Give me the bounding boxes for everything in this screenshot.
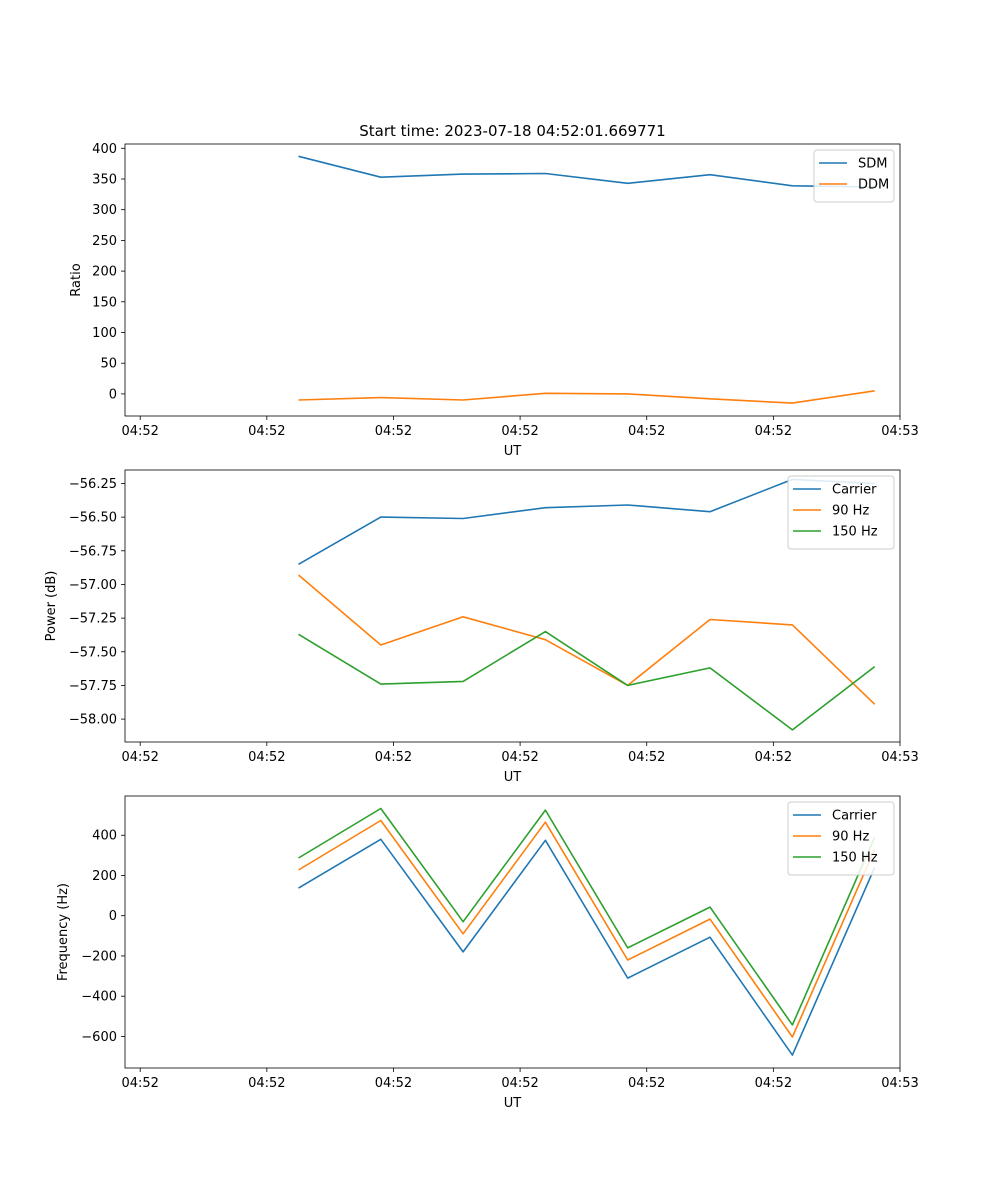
x-tick-label: 04:52 bbox=[375, 750, 412, 765]
x-tick-label: 04:52 bbox=[121, 1076, 158, 1091]
x-tick-label: 04:52 bbox=[755, 750, 792, 765]
y-tick-label: −56.75 bbox=[69, 544, 117, 559]
y-tick-label: −57.50 bbox=[69, 645, 117, 660]
x-tick-label: 04:52 bbox=[501, 424, 538, 439]
y-tick-label: −58.00 bbox=[69, 713, 117, 728]
chart-panel-3: 04:52 04:52 04:52 04:52 04:52 04:52 04:53 UT −60… bbox=[56, 795, 919, 1111]
axes-frame bbox=[124, 795, 901, 1069]
y-tick-label: 350 bbox=[92, 172, 117, 187]
y-tick-label: −57.25 bbox=[69, 612, 117, 627]
axes-frame bbox=[124, 143, 901, 417]
legend-label: SDM bbox=[858, 157, 887, 172]
x-tick-label: 04:52 bbox=[501, 750, 538, 765]
x-tick-label: 04:52 bbox=[628, 750, 665, 765]
y-tick-label: 200 bbox=[92, 869, 117, 884]
y-tick-label: 50 bbox=[100, 357, 117, 372]
legend: Carrier 90 Hz 150 Hz bbox=[787, 475, 895, 550]
y-tick-label: 300 bbox=[92, 203, 117, 218]
chart-title: Start time: 2023-07-18 04:52:01.669771 bbox=[359, 122, 665, 140]
x-axis-label: UT bbox=[504, 444, 522, 459]
legend-label: 150 Hz bbox=[832, 525, 878, 540]
y-tick-label: −57.75 bbox=[69, 679, 117, 694]
x-tick-label: 04:53 bbox=[881, 424, 918, 439]
x-tick-label: 04:52 bbox=[248, 424, 285, 439]
x-tick-label: 04:53 bbox=[881, 1076, 918, 1091]
y-tick-label: 400 bbox=[92, 142, 117, 157]
y-axis-label: Power (dB) bbox=[44, 571, 59, 642]
x-tick-label: 04:52 bbox=[501, 1076, 538, 1091]
y-tick-label: −57.00 bbox=[69, 578, 117, 593]
legend-label: Carrier bbox=[832, 483, 877, 498]
x-tick-label: 04:53 bbox=[881, 750, 918, 765]
series-line-150-hz bbox=[298, 630, 876, 731]
y-tick-label: 0 bbox=[109, 909, 117, 924]
y-axis-label: Ratio bbox=[69, 263, 84, 296]
y-tick-label: −200 bbox=[81, 949, 117, 964]
legend-label: Carrier bbox=[832, 809, 877, 824]
x-tick-label: 04:52 bbox=[755, 1076, 792, 1091]
y-tick-label: 150 bbox=[92, 295, 117, 310]
y-tick-label: −600 bbox=[81, 1030, 117, 1045]
series-line-sdm bbox=[298, 155, 875, 188]
y-tick-label: −56.25 bbox=[69, 477, 117, 492]
x-tick-label: 04:52 bbox=[375, 1076, 412, 1091]
legend-label: 150 Hz bbox=[832, 851, 878, 866]
y-tick-label: −56.50 bbox=[69, 511, 117, 526]
y-axis-label: Frequency (Hz) bbox=[56, 883, 71, 981]
x-axis-label: UT bbox=[504, 1096, 522, 1111]
chart-panel-1: Start time: 2023-07-18 04:52:01.66977104… bbox=[69, 122, 919, 459]
y-tick-label: 100 bbox=[92, 326, 117, 341]
y-tick-label: 400 bbox=[92, 829, 117, 844]
x-axis-label: UT bbox=[504, 770, 522, 785]
y-tick-label: 200 bbox=[92, 265, 117, 280]
legend-label: 90 Hz bbox=[832, 830, 869, 845]
legend: Carrier 90 Hz 150 Hz bbox=[787, 801, 895, 876]
legend: SDM DDM bbox=[813, 149, 895, 203]
legend-label: DDM bbox=[858, 178, 889, 193]
x-tick-label: 04:52 bbox=[121, 750, 158, 765]
y-tick-label: −400 bbox=[81, 990, 117, 1005]
y-tick-label: 250 bbox=[92, 234, 117, 249]
x-tick-label: 04:52 bbox=[628, 1076, 665, 1091]
series-line-90-hz bbox=[298, 819, 876, 1038]
axes-frame bbox=[124, 469, 901, 743]
series-line-90-hz bbox=[297, 574, 876, 705]
x-tick-label: 04:52 bbox=[121, 424, 158, 439]
series-line-carrier bbox=[298, 838, 876, 1056]
x-tick-label: 04:52 bbox=[628, 424, 665, 439]
x-tick-label: 04:52 bbox=[755, 424, 792, 439]
x-tick-label: 04:52 bbox=[375, 424, 412, 439]
series-line-150-hz bbox=[298, 807, 876, 1026]
series-line-ddm bbox=[298, 390, 875, 404]
x-tick-label: 04:52 bbox=[248, 750, 285, 765]
y-tick-label: 0 bbox=[109, 387, 117, 402]
chart-panel-2: 04:52 04:52 04:52 04:52 04:52 04:52 04:53 UT −58… bbox=[44, 469, 919, 785]
x-tick-label: 04:52 bbox=[248, 1076, 285, 1091]
series-line-carrier bbox=[298, 478, 875, 565]
legend-label: 90 Hz bbox=[832, 504, 869, 519]
